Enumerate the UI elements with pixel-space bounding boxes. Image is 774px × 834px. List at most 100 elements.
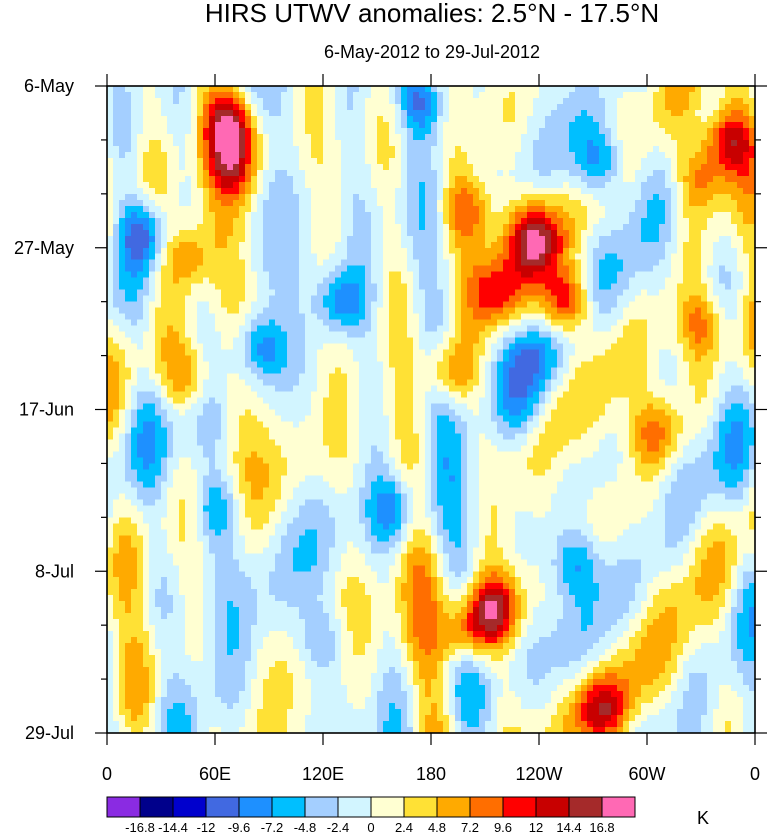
field-cell (437, 127, 444, 135)
field-cell (155, 601, 174, 608)
field-cell (143, 535, 150, 542)
field-cell (479, 469, 534, 476)
field-cell (251, 175, 258, 183)
field-cell (167, 391, 192, 399)
field-cell (707, 265, 720, 273)
field-cell (515, 259, 522, 267)
field-cell (275, 505, 288, 512)
field-cell (695, 355, 702, 363)
field-cell (389, 337, 414, 345)
field-cell (443, 139, 522, 147)
field-cell (551, 505, 588, 512)
field-cell (161, 493, 168, 500)
field-cell (347, 625, 372, 632)
field-cell (569, 133, 606, 141)
field-cell (197, 439, 216, 447)
field-cell (665, 91, 690, 99)
field-cell (239, 373, 258, 381)
field-cell (749, 457, 756, 465)
field-cell (197, 493, 204, 500)
field-cell (257, 607, 300, 614)
field-cell (245, 163, 252, 171)
field-cell (527, 205, 546, 213)
field-cell (365, 133, 378, 141)
field-cell (557, 703, 570, 710)
field-cell (263, 151, 270, 159)
field-cell (749, 421, 756, 429)
field-cell (365, 289, 378, 297)
field-cell (593, 673, 606, 680)
field-cell (629, 715, 636, 722)
field-cell (557, 223, 564, 231)
field-cell (125, 679, 150, 686)
field-cell (353, 229, 372, 237)
field-cell (269, 277, 300, 285)
field-cell (479, 511, 492, 518)
field-cell (575, 289, 582, 297)
field-cell (431, 163, 444, 171)
field-cell (305, 715, 378, 722)
field-cell (341, 175, 372, 183)
field-cell (419, 721, 426, 728)
field-cell (167, 385, 174, 393)
field-cell (287, 529, 306, 536)
field-cell (473, 355, 480, 363)
field-cell (155, 391, 162, 399)
field-cell (143, 121, 168, 129)
field-cell (359, 517, 372, 524)
field-cell (155, 343, 162, 351)
field-cell (347, 607, 372, 614)
field-cell (413, 301, 426, 309)
field-cell (743, 451, 750, 459)
field-cell (149, 313, 156, 321)
field-cell (527, 235, 546, 243)
field-cell (107, 277, 114, 285)
field-cell (167, 577, 180, 584)
field-cell (341, 637, 354, 644)
field-cell (461, 433, 468, 441)
field-cell (383, 217, 396, 225)
field-cell (671, 439, 678, 447)
field-cell (575, 709, 582, 716)
field-cell (383, 679, 402, 686)
field-cell (215, 145, 240, 153)
field-cell (113, 553, 138, 560)
field-cell (107, 127, 114, 135)
field-cell (281, 91, 294, 99)
field-cell (365, 265, 372, 273)
field-cell (137, 445, 156, 453)
field-cell (401, 511, 408, 518)
field-cell (629, 433, 636, 441)
field-cell (491, 667, 510, 674)
field-cell (491, 529, 498, 536)
field-cell (503, 685, 510, 692)
field-cell (647, 355, 660, 363)
field-cell (485, 205, 492, 213)
field-cell (269, 151, 300, 159)
field-cell (461, 607, 468, 614)
field-cell (725, 397, 750, 405)
field-cell (335, 613, 348, 620)
field-cell (119, 535, 132, 542)
field-cell (419, 271, 438, 279)
field-cell (743, 217, 756, 225)
field-cell (449, 565, 468, 572)
field-cell (275, 343, 288, 351)
field-cell (107, 631, 114, 638)
field-cell (485, 199, 492, 207)
field-cell (719, 295, 738, 303)
field-cell (119, 433, 126, 441)
field-cell (449, 325, 456, 333)
field-cell (215, 559, 240, 566)
field-cell (467, 457, 480, 465)
field-cell (185, 529, 198, 536)
field-cell (107, 643, 114, 650)
field-cell (539, 433, 582, 441)
field-cell (131, 139, 138, 147)
field-cell (437, 205, 444, 213)
field-cell (305, 355, 318, 363)
field-cell (485, 637, 498, 644)
field-cell (539, 421, 546, 429)
field-cell (257, 727, 288, 734)
field-cell (239, 505, 246, 512)
